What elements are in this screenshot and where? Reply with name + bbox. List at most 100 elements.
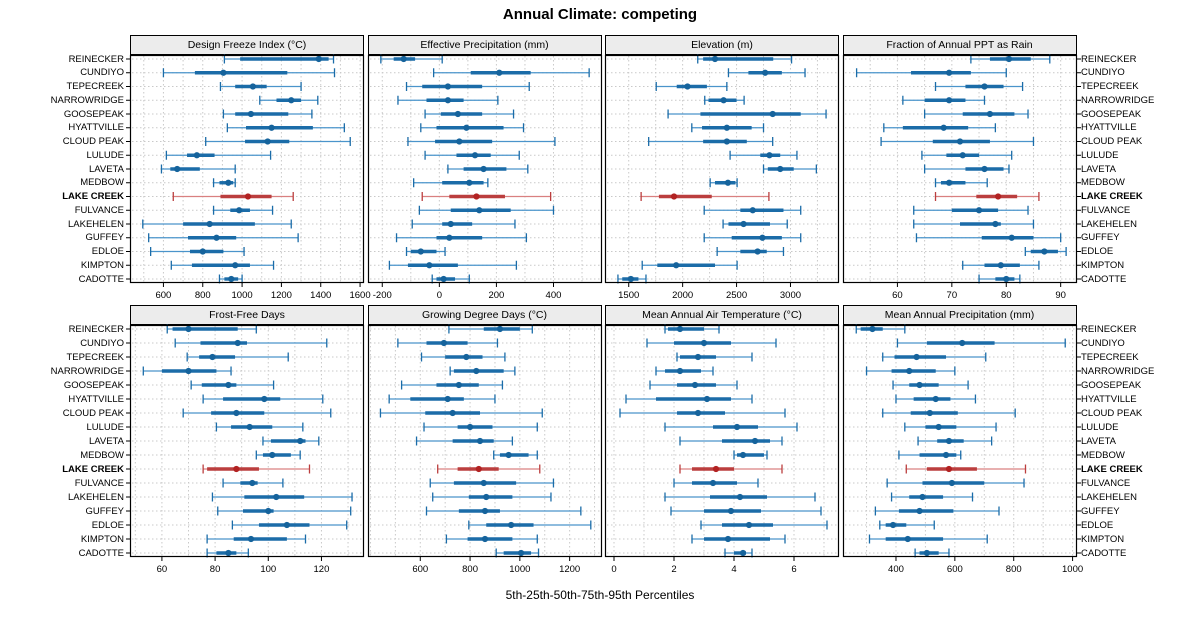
median-dot (269, 451, 276, 459)
median-dot (249, 83, 256, 90)
site-label-right: LAKE CREEK (1081, 191, 1143, 202)
median-dot (942, 451, 949, 459)
panel-plot: 600 800 1000 1200 1400 1600 (126, 54, 371, 301)
panel-strip: Fraction of Annual PPT as Rain (842, 35, 1077, 55)
site-label-left: CADOTTE (78, 547, 124, 559)
median-dot (199, 248, 206, 255)
x-tick-label: 600 (412, 564, 428, 575)
site-label-right: NARROWRIDGE (1081, 365, 1155, 377)
site-label-left: CADOTTE (78, 273, 124, 285)
median-dot (997, 262, 1004, 269)
median-dot (736, 493, 744, 501)
x-tick-label: 1600 (349, 290, 370, 301)
site-label-left: TEPECREEK (66, 351, 124, 363)
panel-strip: Design Freeze Index (°C) (130, 35, 364, 55)
median-dot (694, 353, 702, 361)
panel-plot: 600 800 1000 1200 (367, 324, 602, 575)
x-tick-label: 3000 (780, 290, 801, 301)
median-dot (449, 409, 456, 417)
median-dot (225, 179, 232, 186)
median-dot (670, 193, 678, 200)
x-tick-label: 800 (462, 564, 478, 575)
median-dot (724, 535, 732, 543)
x-tick-label: 90 (1055, 290, 1066, 301)
median-dot (926, 409, 933, 417)
median-dot (945, 437, 952, 445)
median-dot (991, 220, 998, 228)
median-dot (1040, 248, 1047, 255)
site-label-left: CLOUD PEAK (62, 136, 124, 147)
x-tick-label: 600 (946, 564, 962, 575)
site-label-left: CLOUD PEAK (62, 407, 124, 419)
site-label-right: FULVANCE (1081, 204, 1131, 216)
panel-plot: 0 2 4 6 (604, 324, 840, 575)
median-dot (476, 437, 483, 445)
site-label-right: MEDBOW (1081, 177, 1125, 189)
median-dot (684, 83, 691, 90)
median-dot (980, 165, 988, 173)
median-dot (673, 262, 680, 269)
panel-strip: Growing Degree Days (°C) (367, 305, 602, 325)
site-label-right: MEDBOW (1081, 449, 1125, 461)
median-dot (940, 124, 947, 131)
median-dot (444, 97, 451, 104)
panel-plot: 1500 2000 2500 3000 (604, 54, 840, 301)
site-label-right: FULVANCE (1081, 477, 1131, 489)
median-dot (905, 367, 912, 375)
panel-plot: 60 70 80 90 (842, 54, 1081, 301)
median-dot (740, 220, 747, 228)
median-dot (481, 507, 488, 515)
site-label-right: CADOTTE (1081, 547, 1127, 559)
median-dot (723, 138, 730, 145)
site-label-right: LULUDE (1081, 149, 1119, 161)
median-dot (923, 549, 930, 557)
median-dot (495, 69, 502, 76)
panel-strip: Elevation (m) (605, 35, 839, 55)
median-dot (932, 395, 939, 403)
median-dot (475, 207, 482, 214)
median-dot (733, 423, 741, 431)
median-dot (479, 165, 487, 173)
x-tick-label: 1000 (1062, 564, 1083, 575)
median-dot (1002, 275, 1009, 283)
median-dot (956, 138, 963, 145)
median-dot (700, 339, 708, 347)
site-label-right: LAVETA (1081, 435, 1117, 447)
panel-plot: 400 600 800 1000 (842, 324, 1083, 575)
panel-plot: -200 0 200 400 (367, 54, 602, 301)
site-label-right: REINECKER (1081, 53, 1137, 65)
median-dot (496, 325, 503, 333)
x-tick-label: 1000 (509, 564, 530, 575)
median-dot (676, 325, 684, 333)
median-dot (958, 339, 965, 347)
median-dot (315, 55, 322, 63)
site-label-right: NARROWRIDGE (1081, 94, 1155, 106)
median-dot (475, 465, 482, 473)
x-tick-label: 4 (731, 564, 736, 575)
median-dot (745, 521, 753, 529)
site-label-right: CUNDIYO (1081, 337, 1125, 349)
chart-title: Annual Climate: competing (502, 6, 698, 23)
median-dot (417, 248, 424, 255)
median-dot (945, 179, 952, 186)
median-dot (691, 381, 699, 389)
median-dot (945, 465, 952, 473)
x-tick-label: 100 (260, 564, 276, 575)
site-label-left: EDLOE (91, 519, 124, 531)
site-label-left: KIMPTON (80, 533, 124, 545)
median-dot (454, 110, 461, 118)
median-dot (751, 437, 759, 445)
median-dot (400, 55, 407, 63)
site-label-left: HYATTVILLE (68, 393, 124, 405)
x-tick-label: 200 (488, 290, 504, 301)
median-dot (694, 409, 702, 417)
x-tick-label: 70 (946, 290, 957, 301)
median-dot (711, 55, 719, 63)
median-dot (769, 110, 776, 118)
median-dot (724, 179, 732, 186)
site-label-right: EDLOE (1081, 519, 1114, 531)
site-label-left: NARROWRIDGE (50, 94, 124, 106)
site-label-right: EDLOE (1081, 246, 1114, 257)
median-dot (676, 367, 684, 375)
median-dot (912, 353, 920, 361)
